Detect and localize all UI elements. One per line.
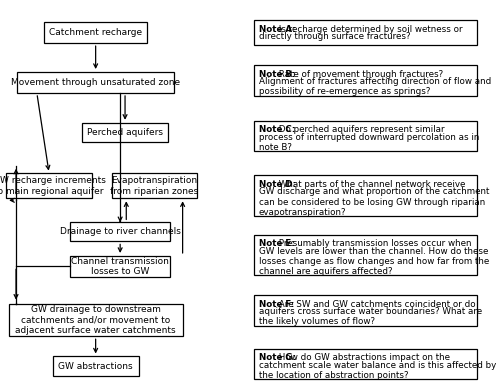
Text: What parts of the channel network receive: What parts of the channel network receiv… [276, 180, 466, 189]
Bar [254, 65, 476, 96]
Text: How do GW abstractions impact on the: How do GW abstractions impact on the [276, 353, 450, 362]
Bar [254, 20, 476, 45]
Text: Channel transmission
losses to GW: Channel transmission losses to GW [71, 256, 169, 276]
Text: GW recharge increments
to main regional aquifer: GW recharge increments to main regional … [0, 176, 106, 196]
Text: GW abstractions: GW abstractions [58, 362, 133, 371]
Text: Presumably transmission losses occur when: Presumably transmission losses occur whe… [276, 239, 472, 248]
Bar [254, 295, 476, 326]
Text: Evapotranspiration
from riparian zones: Evapotranspiration from riparian zones [110, 176, 198, 196]
Text: aquifers cross surface water boundaries? What are
the likely volumes of flow?: aquifers cross surface water boundaries?… [258, 307, 482, 326]
Text: Note B:: Note B: [258, 70, 295, 79]
Text: Note C:: Note C: [258, 126, 295, 135]
Text: Movement through unsaturated zone: Movement through unsaturated zone [11, 78, 180, 87]
Text: Rate of movement through fractures?: Rate of movement through fractures? [276, 70, 444, 79]
Bar [254, 349, 476, 379]
Bar [70, 256, 170, 277]
Bar [254, 235, 476, 275]
Text: Note G:: Note G: [258, 353, 296, 362]
Text: Note E:: Note E: [258, 239, 294, 248]
Text: Do perched aquifers represent similar: Do perched aquifers represent similar [276, 126, 445, 135]
Bar [82, 123, 168, 142]
Text: GW drainage to downstream
catchments and/or movement to
adjacent surface water c: GW drainage to downstream catchments and… [16, 305, 176, 335]
Bar [8, 304, 182, 336]
Bar [254, 121, 476, 151]
Text: directly through surface fractures?: directly through surface fractures? [258, 32, 410, 41]
Text: GW discharge and what proportion of the catchment
can be considered to be losing: GW discharge and what proportion of the … [258, 187, 489, 217]
Bar [53, 357, 138, 376]
Bar [254, 176, 476, 215]
Text: Are SW and GW catchments coincident or do: Are SW and GW catchments coincident or d… [276, 300, 476, 309]
Text: Note D:: Note D: [258, 180, 296, 189]
Text: Drainage to river channels: Drainage to river channels [60, 228, 180, 237]
Bar [112, 174, 198, 198]
Text: Alignment of fractures affecting direction of flow and
possibility of re-emergen: Alignment of fractures affecting directi… [258, 77, 491, 97]
Bar [70, 222, 170, 242]
Text: Is recharge determined by soil wetness or: Is recharge determined by soil wetness o… [276, 25, 463, 34]
Text: Catchment recharge: Catchment recharge [49, 28, 142, 37]
Text: Perched aquifers: Perched aquifers [87, 128, 163, 137]
Bar [6, 174, 92, 198]
Bar [17, 72, 174, 93]
Text: catchment scale water balance and is this affected by
the location of abstractio: catchment scale water balance and is thi… [258, 361, 496, 380]
Text: GW levels are lower than the channel. How do these
losses change as flow changes: GW levels are lower than the channel. Ho… [258, 247, 489, 276]
Text: Note A:: Note A: [258, 25, 296, 34]
Bar [44, 22, 147, 43]
Text: process of interrupted downward percolation as in
note B?: process of interrupted downward percolat… [258, 133, 479, 152]
Text: Note F:: Note F: [258, 300, 294, 309]
